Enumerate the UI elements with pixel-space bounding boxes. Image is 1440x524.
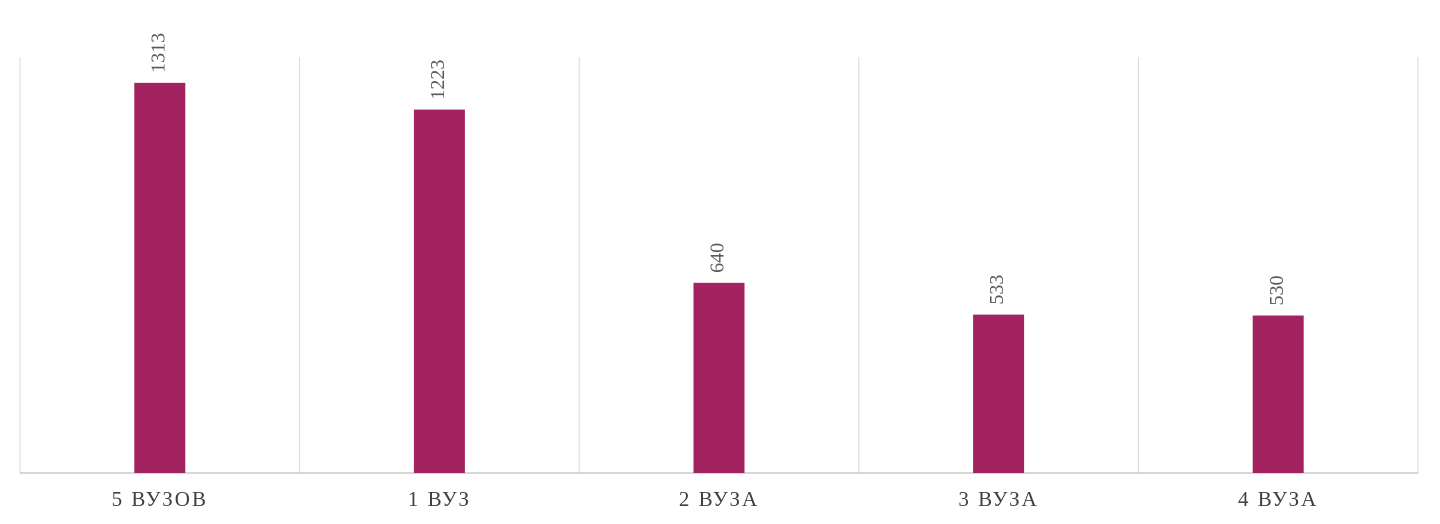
bar	[413, 109, 465, 473]
x-tick-label: 4 ВУЗА	[1238, 487, 1318, 511]
x-tick-label: 3 ВУЗА	[958, 487, 1038, 511]
x-tick-label: 5 ВУЗОВ	[112, 487, 208, 511]
data-label: 530	[1266, 276, 1288, 306]
x-tick-label: 1 ВУЗ	[408, 487, 471, 511]
bar	[134, 82, 186, 473]
data-label: 1313	[147, 33, 169, 73]
bar	[693, 282, 745, 473]
bar	[1252, 315, 1304, 473]
x-tick-label: 2 ВУЗА	[679, 487, 759, 511]
data-label: 533	[986, 275, 1008, 305]
data-label: 640	[707, 243, 729, 273]
data-label: 1223	[427, 60, 449, 100]
bar	[973, 314, 1025, 473]
